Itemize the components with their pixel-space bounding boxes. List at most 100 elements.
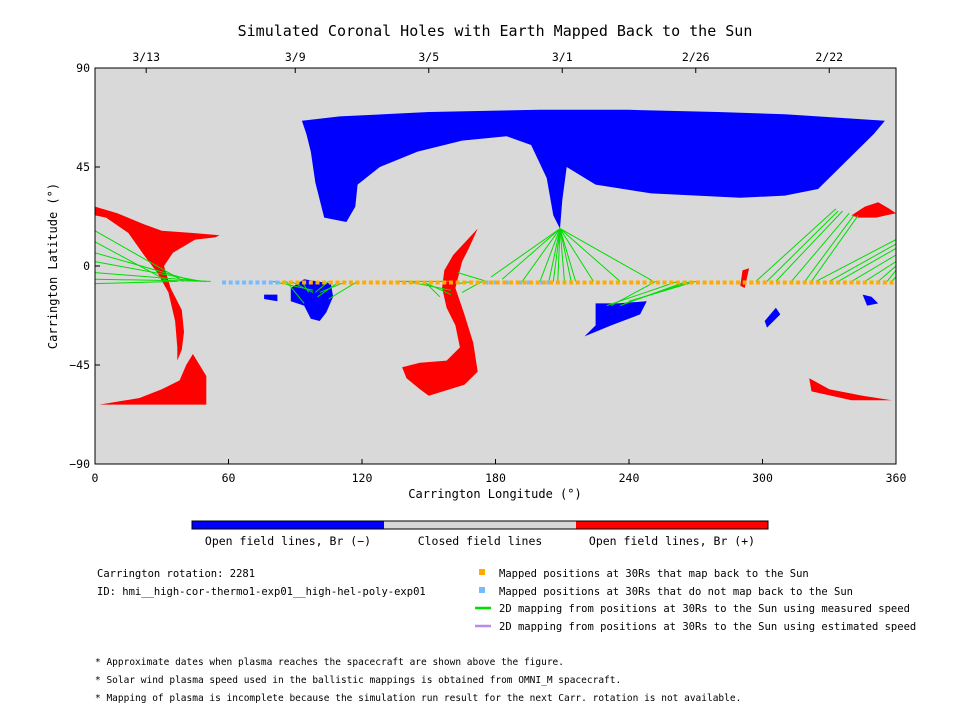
mapped-position-point	[288, 280, 293, 285]
mapped-position-point	[428, 280, 433, 285]
mapped-position-point	[602, 280, 607, 285]
mapped-position-point	[295, 280, 300, 285]
measured-mapping-line	[559, 228, 572, 282]
mapped-position-point	[569, 280, 574, 285]
top-date-label: 2/26	[682, 50, 710, 64]
note-dates: * Approximate dates when plasma reaches …	[95, 657, 564, 668]
mapped-position-point	[515, 280, 520, 285]
mapped-position-point	[509, 280, 514, 285]
mapped-position-point	[742, 280, 747, 285]
measured-mapping-line	[285, 281, 305, 304]
unmapped-position-point	[255, 280, 260, 285]
mapped-position-point	[876, 280, 881, 285]
unmapped-position-point	[228, 280, 233, 285]
measured-mapping-line	[619, 280, 688, 307]
unmapped-position-point	[268, 280, 273, 285]
measured-mapping-line	[552, 228, 561, 282]
axes: 0 60 120 180 240 300 360 −90 −45 0 45 90 3/13 3/9 3/5 3…	[69, 50, 906, 485]
top-date-label: 3/5	[418, 50, 439, 64]
mapped-position-point	[315, 280, 320, 285]
mapped-position-point	[722, 280, 727, 285]
measured-mapping-line	[775, 210, 843, 282]
mapped-position-point	[562, 280, 567, 285]
measured-mapping-line	[490, 228, 561, 278]
y-axis-label: Carrington Latitude (°)	[46, 183, 60, 349]
unmapped-position-point	[504, 280, 509, 285]
mapped-position-point	[816, 280, 821, 285]
mapped-position-point	[702, 280, 707, 285]
mapped-position-point	[589, 280, 594, 285]
x-tick-label: 180	[485, 471, 506, 485]
mapped-position-point	[762, 280, 767, 285]
mapped-position-point	[442, 280, 447, 285]
measured-mapping-line	[557, 228, 561, 282]
open-negative-hole-347	[862, 294, 879, 306]
mapped-position-point	[662, 280, 667, 285]
measured-mapping-line	[606, 280, 679, 307]
mapped-position-point	[595, 280, 600, 285]
unmapped-position-point	[493, 280, 498, 285]
mapped-position-point	[836, 280, 841, 285]
measured-mapping-line	[94, 230, 185, 282]
mapped-position-point	[615, 280, 620, 285]
open-negative-equatorial-hole-75	[264, 294, 278, 302]
unmapped-position-point	[275, 280, 280, 285]
mapped-position-point	[502, 280, 507, 285]
run-id: ID: hmi__high-cor-thermo1-exp01__high-he…	[97, 586, 426, 598]
measured-mapping-line	[559, 228, 577, 282]
measured-mapping-line	[94, 241, 169, 282]
top-date-label: 3/1	[552, 50, 573, 64]
legend-mapped-marker	[479, 569, 485, 575]
mapped-position-point	[408, 280, 413, 285]
mapped-position-point	[475, 280, 480, 285]
mapped-position-point	[322, 280, 327, 285]
mapped-position-point	[749, 280, 754, 285]
colorbar-negative	[192, 521, 384, 529]
mapped-position-point	[802, 280, 807, 285]
mapped-position-point	[455, 280, 460, 285]
mapped-position-point	[402, 280, 407, 285]
top-date-label: 3/9	[285, 50, 306, 64]
mapped-points	[222, 280, 894, 285]
y-tick-label: −90	[69, 457, 90, 471]
measured-mapping-line	[319, 280, 347, 293]
y-tick-label: 45	[76, 160, 90, 174]
mapping-lines	[94, 208, 897, 307]
mapped-position-point	[375, 280, 380, 285]
legend-unmapped-label: Mapped positions at 30Rs that do not map…	[499, 586, 853, 598]
colorbar: Open field lines, Br (−) Closed field li…	[191, 520, 769, 548]
mapped-position-point	[342, 280, 347, 285]
mapped-position-point	[308, 280, 313, 285]
mapped-position-point	[675, 280, 680, 285]
measured-mapping-line	[94, 272, 207, 282]
mapped-position-point	[756, 280, 761, 285]
mapped-position-point	[482, 280, 487, 285]
measured-mapping-line	[457, 272, 487, 282]
top-date-label: 2/22	[815, 50, 843, 64]
mapped-position-point	[782, 280, 787, 285]
measured-mapping-line	[811, 215, 859, 282]
mapped-position-point	[669, 280, 674, 285]
mapped-position-point	[542, 280, 547, 285]
mapped-position-point	[495, 280, 500, 285]
unmapped-position-point	[540, 280, 545, 285]
mapped-position-point	[862, 280, 867, 285]
mapped-position-point	[769, 280, 774, 285]
mapped-position-point	[829, 280, 834, 285]
mapped-position-point	[395, 280, 400, 285]
carrington-rotation: Carrington rotation: 2281	[97, 568, 255, 580]
mapped-position-point	[575, 280, 580, 285]
mapped-position-point	[362, 280, 367, 285]
legend-estimated-label: 2D mapping from positions at 30Rs to the…	[499, 621, 916, 633]
mapped-position-point	[682, 280, 687, 285]
mapped-position-point	[282, 280, 287, 285]
mapped-position-point	[716, 280, 720, 285]
mapped-position-point	[882, 280, 887, 285]
mapped-position-point	[869, 280, 874, 285]
y-tick-label: −45	[69, 358, 90, 372]
mapped-position-point	[415, 280, 420, 285]
mapped-position-point	[629, 280, 634, 285]
open-positive-west-hole	[95, 206, 220, 361]
open-positive-northeast-hole	[851, 202, 896, 218]
